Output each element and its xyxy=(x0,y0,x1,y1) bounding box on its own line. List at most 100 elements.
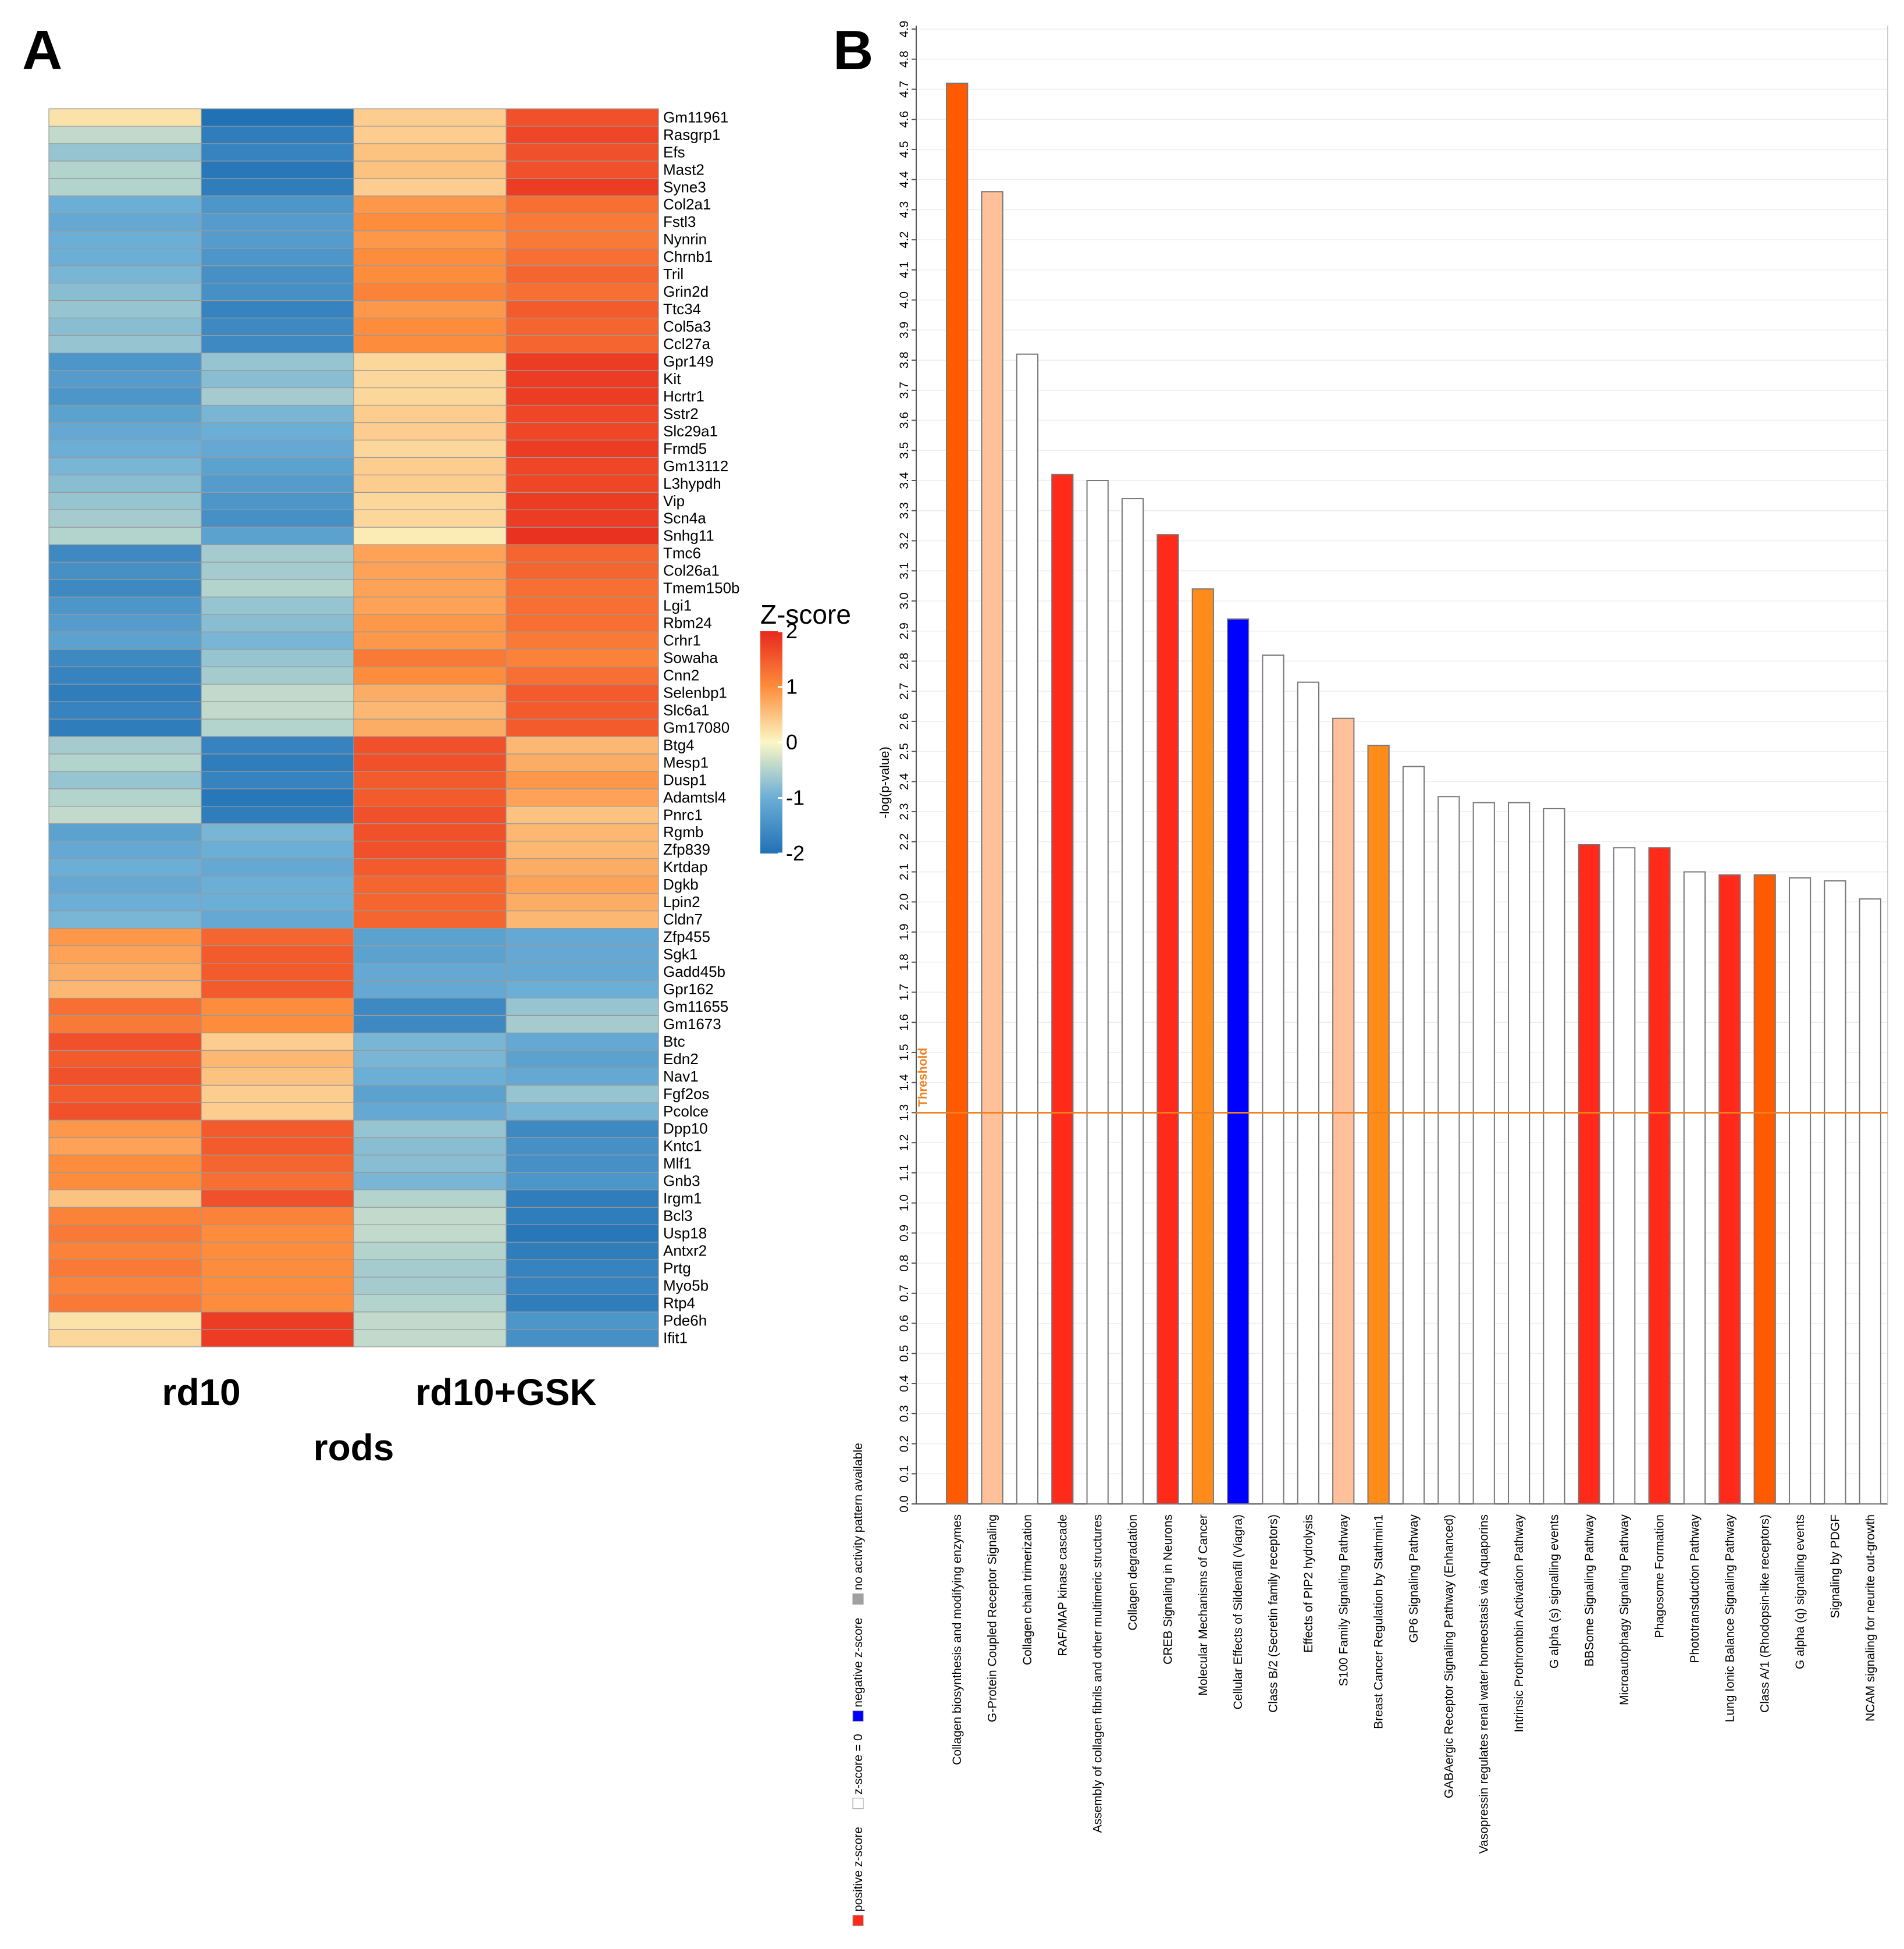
gene-label: Irgm1 xyxy=(663,1190,702,1207)
heatmap-cell xyxy=(506,230,659,249)
heatmap-cell xyxy=(353,649,507,667)
gene-label: Ifit1 xyxy=(663,1329,688,1346)
bar xyxy=(1683,871,1706,1505)
y-tick-label: 4.8 xyxy=(898,51,911,67)
heatmap-cell xyxy=(201,596,354,615)
heatmap-cell xyxy=(48,631,202,650)
heatmap-cell xyxy=(353,1276,507,1295)
heatmap-cell xyxy=(48,335,202,354)
y-tick-label: 3.3 xyxy=(898,502,911,519)
y-tick-label: 1.0 xyxy=(898,1194,911,1211)
heatmap-cell xyxy=(353,841,507,859)
heatmap-cell xyxy=(201,736,354,755)
heatmap-cell xyxy=(353,997,507,1016)
heatmap-cell xyxy=(201,1102,354,1121)
heatmap-cell xyxy=(201,753,354,772)
y-tick-label: 2.3 xyxy=(898,803,911,820)
heatmap-cell xyxy=(201,265,354,284)
heatmap-cell xyxy=(353,614,507,632)
heatmap-cell xyxy=(48,841,202,859)
heatmap-cell xyxy=(353,230,507,249)
bar xyxy=(1016,353,1039,1505)
heatmap-cell xyxy=(506,736,659,755)
gene-label: Usp18 xyxy=(663,1225,707,1242)
heatmap-panel: Gm11961Rasgrp1EfsMast2Syne3Col2a1Fstl3Ny… xyxy=(48,108,851,1468)
heatmap-cell xyxy=(48,195,202,214)
heatmap-cell xyxy=(506,928,659,947)
heatmap-cell xyxy=(353,1311,507,1330)
heatmap-cell xyxy=(506,1154,659,1173)
heatmap-cell xyxy=(353,945,507,964)
y-tick-label: 3.5 xyxy=(898,442,911,459)
heatmap-cell xyxy=(353,108,507,127)
heatmap-cell xyxy=(353,928,507,947)
y-tick-label: 1.9 xyxy=(898,923,911,940)
heatmap-cell xyxy=(353,1224,507,1243)
heatmap-cell xyxy=(201,1311,354,1330)
heatmap-cell xyxy=(506,161,659,179)
gene-label: Rtp4 xyxy=(663,1294,695,1311)
bar xyxy=(1788,877,1812,1505)
gene-label: Myo5b xyxy=(663,1276,709,1294)
gene-label: Col26a1 xyxy=(663,562,720,579)
heatmap-cell xyxy=(201,823,354,842)
heatmap-cell xyxy=(506,492,659,510)
heatmap-cell xyxy=(353,492,507,510)
legend-label: positive z-score xyxy=(852,1827,865,1912)
heatmap-cell xyxy=(48,893,202,912)
gene-label: Vip xyxy=(663,492,685,510)
gene-label: Cnn2 xyxy=(663,666,699,684)
gene-label: Efs xyxy=(663,143,685,161)
y-tick-label: 1.3 xyxy=(898,1104,911,1121)
heatmap-cell xyxy=(506,544,659,563)
heatmap-cell xyxy=(353,404,507,424)
category-label: G alpha (s) signalling events xyxy=(1547,1514,1561,1669)
heatmap-cell xyxy=(353,1154,507,1173)
y-tick-label: 3.0 xyxy=(898,592,911,609)
heatmap-cell xyxy=(48,980,202,999)
threshold-label: Threshold xyxy=(916,1048,930,1107)
heatmap-cell xyxy=(201,928,354,947)
heatmap-cell xyxy=(201,1032,354,1051)
gene-label: Pnrc1 xyxy=(663,806,703,823)
bar xyxy=(1753,874,1776,1505)
y-tick-label: 1.2 xyxy=(898,1134,911,1151)
gene-label: Sgk1 xyxy=(663,945,697,963)
heatmap-cell xyxy=(353,719,507,737)
heatmap-cell xyxy=(353,474,507,493)
heatmap-cell xyxy=(506,1102,659,1121)
heatmap-cell xyxy=(48,108,202,127)
heatmap-cell xyxy=(201,911,354,929)
heatmap-cell xyxy=(353,823,507,842)
heatmap-cell xyxy=(353,1050,507,1069)
heatmap-cell xyxy=(506,509,659,528)
heatmap-cell xyxy=(48,719,202,737)
heatmap-cell xyxy=(506,1084,659,1103)
heatmap-cell xyxy=(48,1189,202,1208)
gene-label: Gpr162 xyxy=(663,980,714,998)
gene-label: Frmd5 xyxy=(663,440,707,457)
heatmap-cell xyxy=(48,1119,202,1138)
gene-label: Gm11961 xyxy=(663,108,728,126)
heatmap-cell xyxy=(353,248,507,266)
heatmap-cell xyxy=(48,369,202,389)
heatmap-cell xyxy=(506,474,659,493)
gene-label: Antxr2 xyxy=(663,1242,707,1260)
heatmap-cell xyxy=(201,248,354,266)
heatmap-cell xyxy=(506,788,659,807)
heatmap-cell xyxy=(353,353,507,371)
heatmap-cell xyxy=(48,579,202,597)
heatmap-cell xyxy=(506,1032,659,1051)
y-tick-label: 3.9 xyxy=(898,322,911,339)
heatmap-cell xyxy=(201,1172,354,1190)
gene-label: Gpr149 xyxy=(663,353,714,370)
heatmap-cell xyxy=(201,788,354,807)
y-tick-label: 4.9 xyxy=(898,20,911,37)
heatmap-cell xyxy=(48,1154,202,1173)
gene-label: Pde6h xyxy=(663,1311,707,1329)
gene-label: Dgkb xyxy=(663,876,699,893)
heatmap-cell xyxy=(353,1032,507,1051)
zscore-legend-title: Z-score xyxy=(760,599,851,629)
heatmap-cell xyxy=(48,509,202,528)
